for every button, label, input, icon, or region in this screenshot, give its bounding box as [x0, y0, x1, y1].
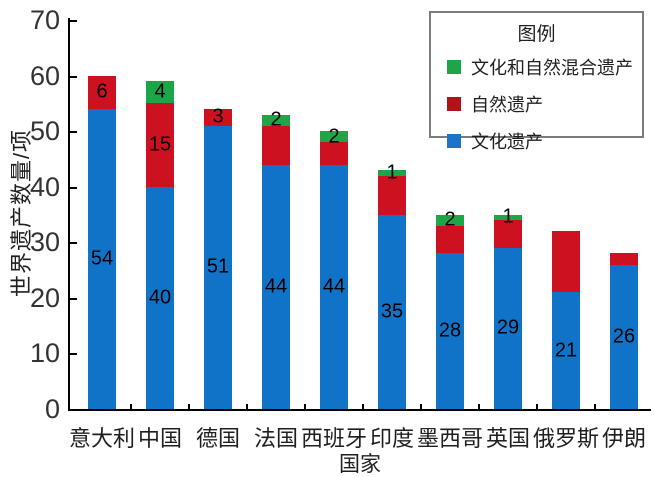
bar-cultural-7	[494, 247, 522, 409]
x-minor-tick	[536, 404, 538, 409]
x-category-label-4: 西班牙	[300, 426, 367, 451]
bar-label-mixed-1: 4	[154, 80, 166, 103]
bar-mixed-6	[436, 214, 464, 226]
y-tick-label: 30	[29, 227, 60, 258]
bar-label-mixed-4: 2	[328, 125, 340, 148]
x-category-label-1: 中国	[137, 426, 182, 451]
bar-mixed-5	[378, 170, 406, 176]
bar-label-natural-0: 6	[96, 80, 108, 103]
legend-entry-cultural: 文化遗产	[447, 128, 642, 154]
bar-label-mixed-5: 1	[386, 161, 398, 184]
bar-cultural-2	[204, 125, 232, 409]
y-major-tick	[70, 297, 77, 300]
cultural-heritage-swatch-icon	[447, 134, 461, 148]
bar-natural-2	[204, 108, 232, 126]
legend-entries: 文化和自然混合遗产 自然遗产 文化遗产	[447, 54, 642, 154]
x-minor-tick	[188, 404, 190, 409]
bar-cultural-3	[262, 164, 290, 409]
x-category-label-0: 意大利	[68, 426, 135, 451]
bar-mixed-7	[494, 214, 522, 221]
y-tick-label: 70	[29, 5, 60, 36]
bar-label-cultural-9: 26	[612, 325, 636, 348]
bar-label-cultural-7: 29	[496, 316, 520, 339]
y-tick-label: 20	[29, 282, 60, 313]
y-major-tick	[70, 131, 77, 134]
bar-label-mixed-6: 2	[444, 208, 456, 231]
bar-label-natural-2: 3	[212, 105, 224, 128]
bar-label-cultural-6: 28	[438, 319, 462, 342]
y-tick-label: 10	[29, 338, 60, 369]
bar-cultural-5	[378, 214, 406, 409]
y-axis-line	[68, 18, 70, 411]
bar-mixed-3	[262, 114, 290, 126]
y-tick-label: 40	[29, 171, 60, 202]
legend-entry-mixed: 文化和自然混合遗产	[447, 54, 642, 80]
y-major-tick	[70, 186, 77, 189]
bar-cultural-9	[610, 264, 638, 409]
bar-natural-9	[610, 253, 638, 265]
x-category-label-3: 法国	[253, 426, 298, 451]
y-major-tick	[70, 242, 77, 245]
x-category-label-9: 伊朗	[601, 426, 646, 451]
y-axis-title: 世界遗产数量/项	[9, 128, 34, 298]
y-major-tick	[70, 20, 77, 23]
bar-label-mixed-3: 2	[270, 108, 282, 131]
legend-title: 图例	[517, 24, 556, 45]
bar-natural-4	[320, 142, 348, 165]
bar-label-cultural-8: 21	[554, 339, 578, 362]
bar-natural-3	[262, 125, 290, 165]
bar-mixed-1	[146, 81, 174, 104]
natural-heritage-swatch-icon	[447, 97, 461, 111]
bar-mixed-4	[320, 131, 348, 143]
x-minor-tick	[420, 404, 422, 409]
y-tick-label: 0	[44, 394, 60, 424]
x-minor-tick	[304, 404, 306, 409]
x-category-label-8: 俄罗斯	[532, 426, 599, 451]
y-tick-label: 60	[29, 60, 60, 91]
bar-natural-1	[146, 103, 174, 187]
x-category-label-7: 英国	[485, 426, 530, 451]
bar-natural-7	[494, 220, 522, 248]
bar-natural-8	[552, 231, 580, 293]
x-category-label-6: 墨西哥	[416, 426, 483, 451]
bar-cultural-6	[436, 253, 464, 409]
x-category-label-5: 印度	[369, 426, 414, 451]
bar-label-cultural-5: 35	[380, 300, 404, 323]
bar-label-cultural-3: 44	[264, 275, 288, 298]
bar-cultural-4	[320, 164, 348, 409]
legend-label-mixed: 文化和自然混合遗产	[471, 58, 633, 78]
x-minor-tick	[594, 404, 596, 409]
x-axis-title: 国家	[339, 453, 381, 476]
x-minor-tick	[478, 404, 480, 409]
legend-label-cultural: 文化遗产	[471, 132, 543, 152]
x-axis-line	[68, 409, 651, 411]
bar-label-natural-1: 15	[148, 133, 172, 156]
bar-natural-0	[88, 75, 116, 109]
bar-label-cultural-2: 51	[206, 255, 230, 278]
x-category-label-2: 德国	[195, 426, 240, 451]
bar-natural-5	[378, 175, 406, 215]
x-minor-tick	[130, 404, 132, 409]
legend-entry-natural: 自然遗产	[447, 91, 642, 117]
bar-cultural-0	[88, 108, 116, 409]
bar-label-cultural-4: 44	[322, 275, 346, 298]
bar-cultural-1	[146, 186, 174, 409]
legend: 图例 文化和自然混合遗产 自然遗产 文化遗产	[429, 11, 644, 152]
bar-natural-6	[436, 225, 464, 254]
bar-cultural-8	[552, 292, 580, 409]
y-tick-label: 50	[29, 116, 60, 147]
x-minor-tick	[362, 404, 364, 409]
legend-label-natural: 自然遗产	[471, 95, 543, 115]
x-minor-tick	[246, 404, 248, 409]
bar-label-cultural-1: 40	[148, 286, 172, 309]
y-major-tick	[70, 353, 77, 356]
bar-label-mixed-7: 1	[502, 205, 514, 228]
bar-label-cultural-0: 54	[90, 247, 114, 270]
mixed-heritage-swatch-icon	[447, 60, 461, 74]
y-major-tick	[70, 75, 77, 78]
